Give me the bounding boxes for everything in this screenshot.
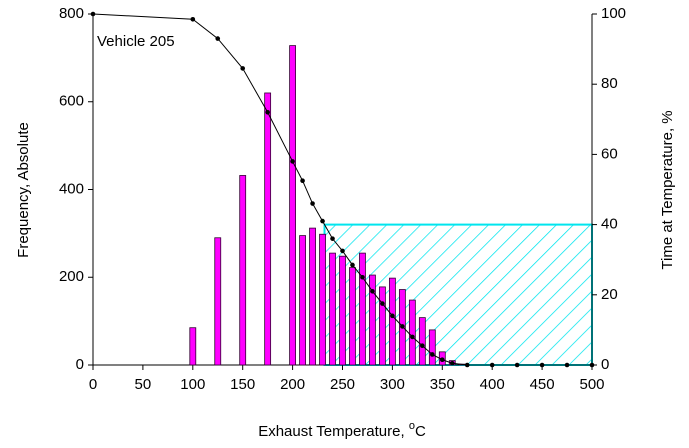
line-point bbox=[514, 362, 520, 368]
bar bbox=[319, 233, 326, 366]
line-point bbox=[390, 313, 395, 319]
y2-tick-label: 60 bbox=[601, 145, 618, 162]
bar bbox=[329, 252, 336, 366]
line-point bbox=[589, 362, 595, 368]
x-tick-label: 200 bbox=[280, 376, 305, 393]
line-point bbox=[449, 360, 455, 366]
x-tick-label: 250 bbox=[330, 376, 355, 393]
x-tick-label: 400 bbox=[480, 376, 505, 393]
bar bbox=[369, 274, 376, 366]
y2-tick-label: 100 bbox=[601, 5, 626, 22]
line-point bbox=[464, 362, 470, 368]
line-point bbox=[360, 274, 365, 280]
y2-tick-label: 80 bbox=[601, 75, 618, 92]
line-point bbox=[564, 362, 570, 368]
line-point bbox=[420, 343, 425, 348]
line-point bbox=[330, 236, 335, 241]
line-point bbox=[290, 159, 295, 164]
line-point bbox=[350, 262, 355, 268]
x-tick-label: 500 bbox=[579, 376, 604, 393]
line-point bbox=[430, 352, 435, 357]
y-tick-label: 200 bbox=[59, 268, 84, 285]
line-point bbox=[380, 301, 385, 306]
bar bbox=[239, 175, 247, 366]
bar bbox=[299, 235, 306, 366]
x-tick-label: 100 bbox=[180, 376, 205, 393]
x-tick-label: 0 bbox=[89, 376, 97, 393]
bar bbox=[389, 277, 396, 366]
y2-tick-label: 40 bbox=[601, 216, 618, 233]
bar bbox=[214, 237, 222, 366]
line-point bbox=[410, 334, 415, 340]
bar bbox=[428, 329, 436, 366]
bar bbox=[309, 227, 316, 366]
x-axis-label: Exhaust Temperature, oC bbox=[258, 420, 426, 440]
x-tick-label: 150 bbox=[230, 376, 255, 393]
bar bbox=[339, 255, 346, 366]
bar bbox=[189, 327, 197, 366]
y-tick-label: 600 bbox=[59, 93, 84, 110]
bar bbox=[349, 267, 356, 366]
line-point bbox=[190, 16, 196, 22]
y2-tick-label: 20 bbox=[601, 286, 618, 303]
line-point bbox=[370, 288, 375, 294]
y-tick-label: 800 bbox=[59, 5, 84, 22]
y2-axis-label: Time at Temperature, % bbox=[659, 110, 676, 269]
y-axis-label: Frequency, Absolute bbox=[15, 122, 32, 258]
x-tick-label: 450 bbox=[530, 376, 555, 393]
line-point bbox=[310, 201, 315, 206]
bar bbox=[418, 317, 426, 366]
line bbox=[92, 13, 592, 366]
bar bbox=[289, 45, 296, 366]
y-tick-label: 400 bbox=[59, 180, 84, 197]
bar bbox=[379, 286, 386, 366]
bar bbox=[408, 299, 416, 366]
bar bbox=[264, 92, 272, 366]
annotation: Vehicle 205 bbox=[97, 33, 175, 50]
y2-tick-label: 0 bbox=[601, 356, 609, 373]
line-point bbox=[215, 36, 221, 41]
line-point bbox=[240, 66, 245, 71]
line-point bbox=[265, 109, 270, 115]
line-point bbox=[539, 362, 545, 368]
x-tick-label: 50 bbox=[135, 376, 152, 393]
x-tick-label: 300 bbox=[380, 376, 405, 393]
bar bbox=[359, 252, 366, 366]
line-point bbox=[320, 218, 325, 224]
line-point bbox=[300, 178, 305, 184]
line-point bbox=[489, 362, 495, 368]
x-tick-label: 350 bbox=[430, 376, 455, 393]
line-point bbox=[440, 357, 445, 363]
line-point bbox=[90, 11, 96, 17]
y-tick-label: 0 bbox=[76, 356, 84, 373]
line-point bbox=[340, 248, 345, 254]
line-point bbox=[400, 324, 405, 329]
